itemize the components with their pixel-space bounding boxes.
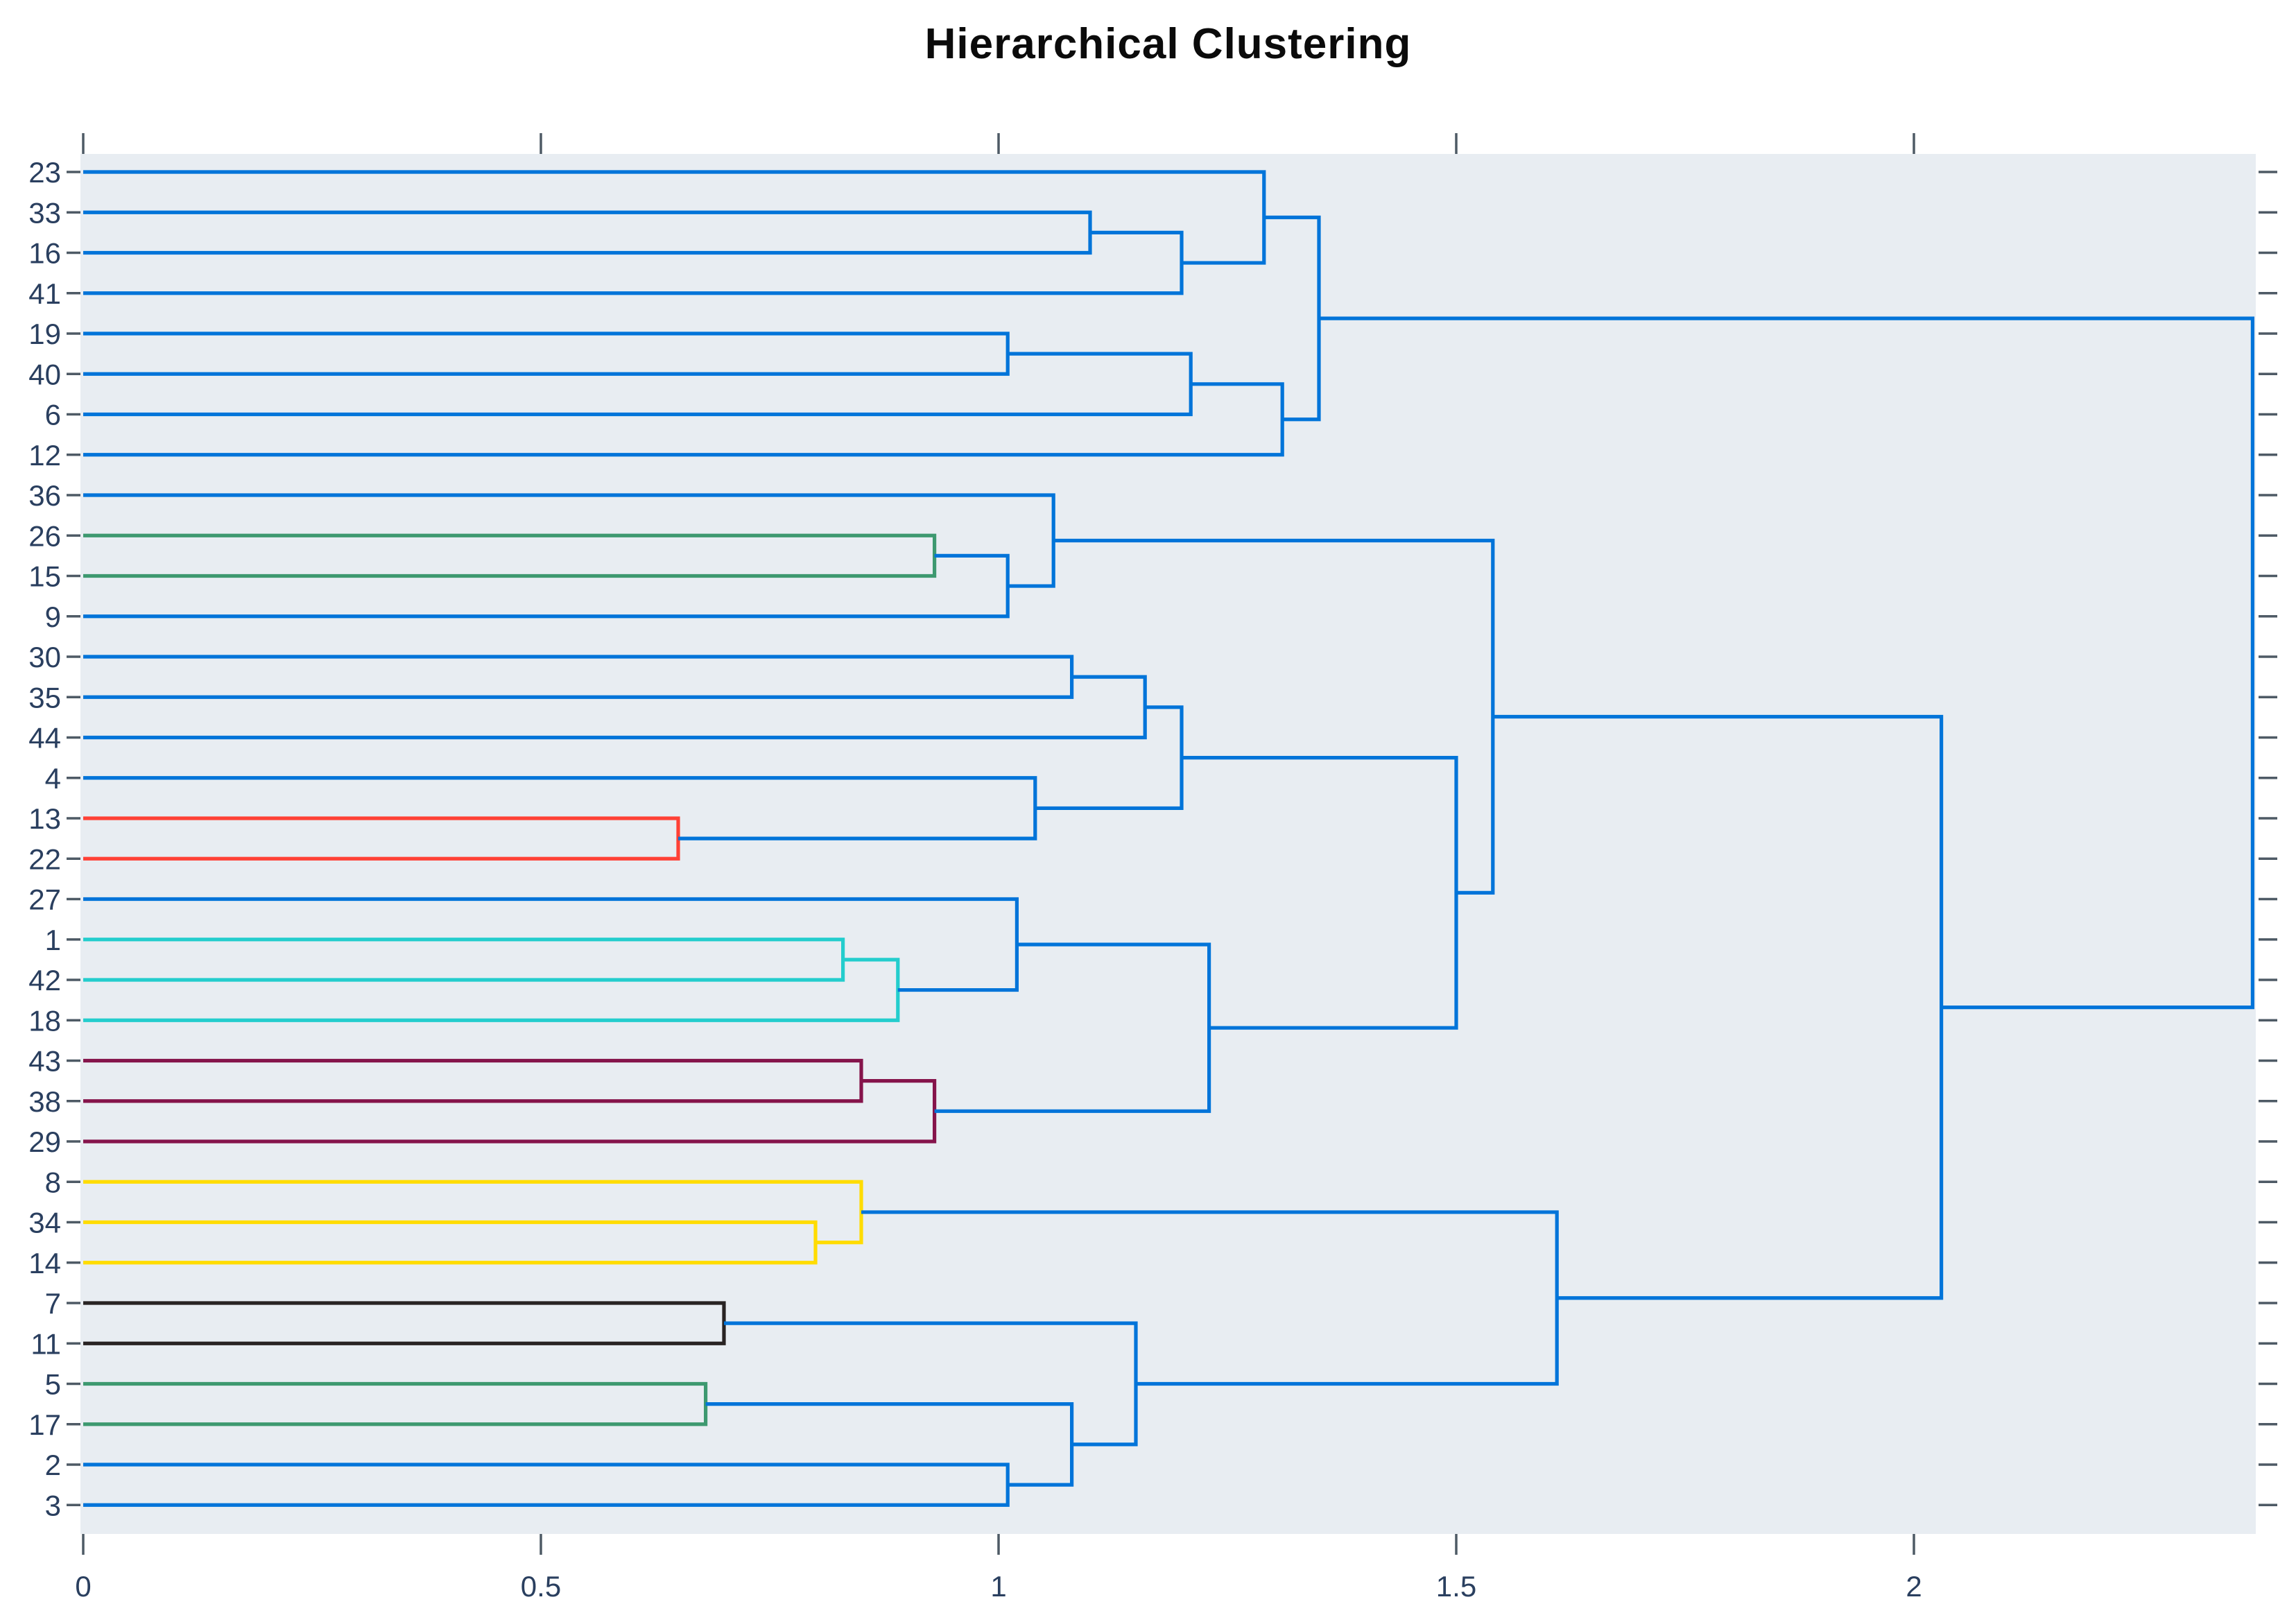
leaf-label: 29 xyxy=(28,1126,61,1158)
leaf-label: 19 xyxy=(28,318,61,350)
leaf-label: 43 xyxy=(28,1045,61,1078)
x-tick-label: 1 xyxy=(990,1570,1006,1603)
leaf-label: 2 xyxy=(45,1449,61,1481)
leaf-label: 30 xyxy=(28,641,61,673)
leaf-label: 41 xyxy=(28,277,61,310)
leaf-label: 16 xyxy=(28,237,61,270)
leaf-label: 13 xyxy=(28,802,61,835)
leaf-label: 22 xyxy=(28,843,61,875)
leaf-label: 44 xyxy=(28,722,61,754)
leaf-label: 17 xyxy=(28,1408,61,1441)
leaf-label: 11 xyxy=(31,1327,61,1360)
leaf-label: 6 xyxy=(45,399,61,431)
leaf-label: 36 xyxy=(28,479,61,512)
chart-title: Hierarchical Clustering xyxy=(924,20,1412,68)
x-tick-label: 1.5 xyxy=(1436,1570,1476,1603)
leaf-label: 38 xyxy=(28,1085,61,1118)
leaf-label: 3 xyxy=(45,1489,61,1521)
leaf-label: 9 xyxy=(45,601,61,633)
leaf-label: 5 xyxy=(45,1368,61,1401)
leaf-label: 35 xyxy=(28,681,61,714)
leaf-label: 26 xyxy=(28,519,61,552)
dendrogram-link xyxy=(1319,316,2254,1010)
leaf-label: 18 xyxy=(28,1004,61,1037)
leaf-label: 4 xyxy=(45,762,61,795)
leaf-label: 12 xyxy=(28,439,61,472)
leaf-label: 42 xyxy=(28,964,61,997)
x-tick-label: 0 xyxy=(75,1570,91,1603)
leaf-label: 14 xyxy=(28,1247,61,1279)
plot-background xyxy=(80,154,2256,1534)
leaf-label: 34 xyxy=(28,1207,61,1239)
leaf-label: 33 xyxy=(28,196,61,229)
leaf-label: 27 xyxy=(28,883,61,916)
x-tick-label: 2 xyxy=(1906,1570,1922,1603)
x-tick-label: 0.5 xyxy=(521,1570,561,1603)
leaf-label: 8 xyxy=(45,1166,61,1198)
leaf-label: 40 xyxy=(28,358,61,390)
leaf-label: 1 xyxy=(45,924,61,956)
leaf-label: 23 xyxy=(28,156,61,189)
leaf-label: 7 xyxy=(45,1287,61,1320)
leaf-label: 15 xyxy=(28,560,61,593)
